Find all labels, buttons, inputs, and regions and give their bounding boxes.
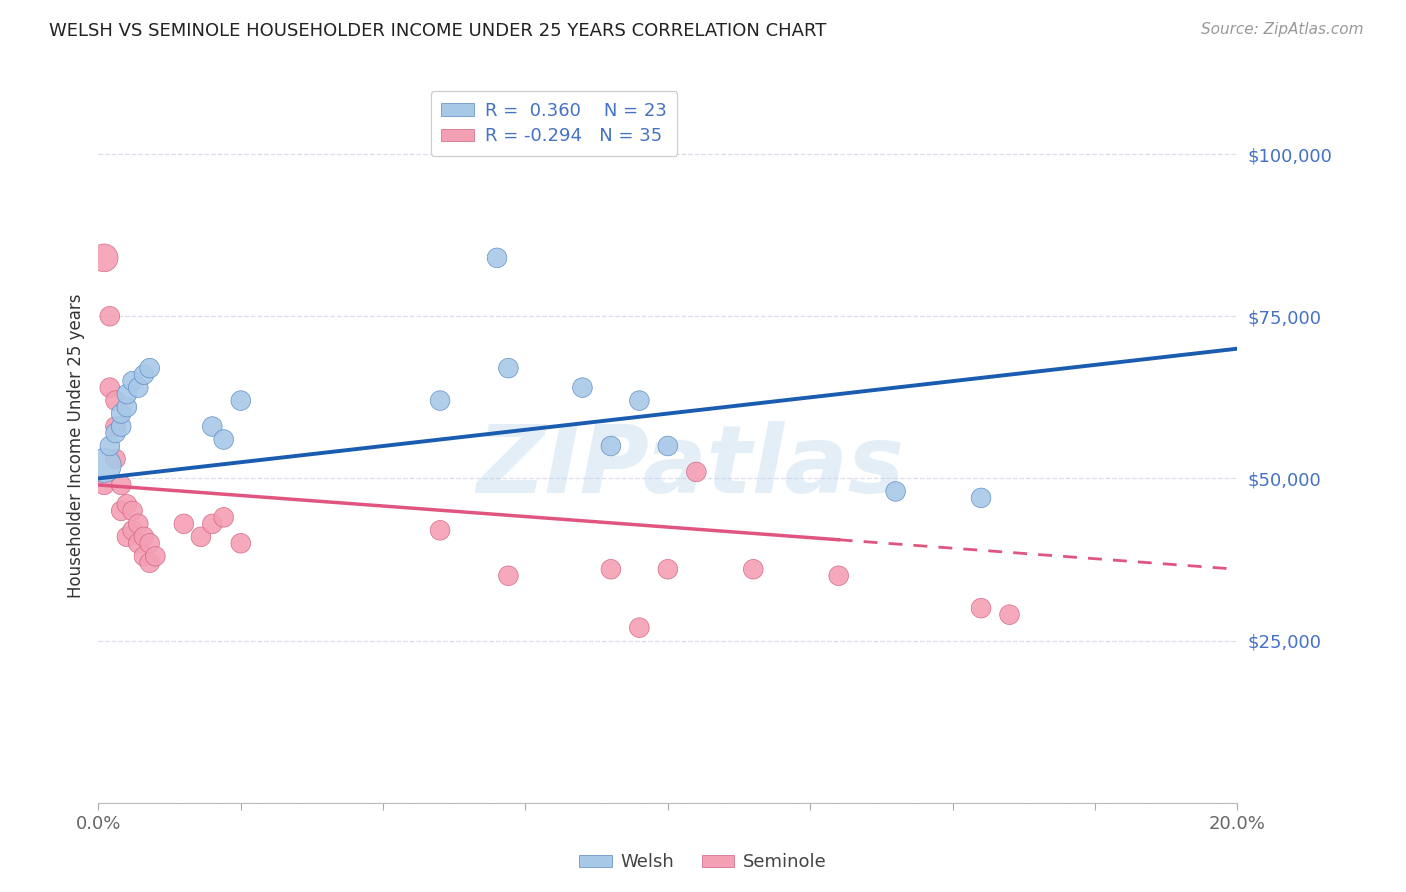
Point [970,491,993,505]
Point [93,251,115,265]
Point [190,530,212,544]
Point [600,439,623,453]
Legend: R =  0.360    N = 23, R = -0.294   N = 35: R = 0.360 N = 23, R = -0.294 N = 35 [430,91,678,156]
Point [138,536,160,550]
Point [121,524,143,538]
Point [98,439,121,453]
Point [98,310,121,324]
Point [115,497,138,511]
Point [429,524,451,538]
Point [115,400,138,414]
Point [104,419,127,434]
Point [970,601,993,615]
Point [429,393,451,408]
Legend: Welsh, Seminole: Welsh, Seminole [572,847,834,879]
Point [93,478,115,492]
Point [173,516,195,531]
Point [742,562,765,576]
Point [127,536,149,550]
Point [132,549,155,564]
Text: ZIPatlas: ZIPatlas [477,421,904,514]
Text: WELSH VS SEMINOLE HOUSEHOLDER INCOME UNDER 25 YEARS CORRELATION CHART: WELSH VS SEMINOLE HOUSEHOLDER INCOME UND… [49,22,827,40]
Point [127,381,149,395]
Point [104,452,127,467]
Point [127,516,149,531]
Point [212,510,235,524]
Point [201,516,224,531]
Point [498,361,520,376]
Point [138,556,160,570]
Text: Source: ZipAtlas.com: Source: ZipAtlas.com [1201,22,1364,37]
Point [212,433,235,447]
Y-axis label: Householder Income Under 25 years: Householder Income Under 25 years [66,293,84,599]
Point [115,530,138,544]
Point [121,504,143,518]
Point [110,419,132,434]
Point [138,361,160,376]
Point [201,419,224,434]
Point [110,478,132,492]
Point [110,504,132,518]
Point [93,458,115,473]
Point [628,621,651,635]
Point [229,536,252,550]
Point [132,368,155,382]
Point [998,607,1021,622]
Point [110,407,132,421]
Point [104,425,127,440]
Point [600,562,623,576]
Point [104,393,127,408]
Point [115,387,138,401]
Point [571,381,593,395]
Point [121,374,143,388]
Point [98,381,121,395]
Point [884,484,907,499]
Point [628,393,651,408]
Point [828,568,851,582]
Point [498,568,520,582]
Point [145,549,167,564]
Point [486,251,509,265]
Point [657,439,679,453]
Point [229,393,252,408]
Point [657,562,679,576]
Point [685,465,707,479]
Point [132,530,155,544]
